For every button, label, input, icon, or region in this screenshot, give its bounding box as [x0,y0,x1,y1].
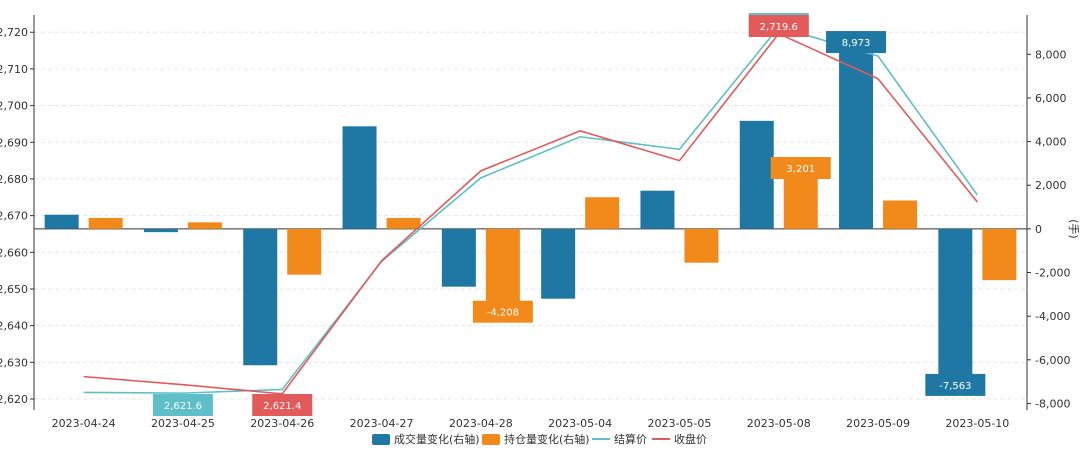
bar-open-interest-change [287,228,322,275]
bar-volume-change [839,33,874,229]
bar-volume-change [44,214,79,229]
data-label: 8,973 [842,38,871,49]
right-axis-tick-label: 6,000 [1035,92,1067,105]
left-axis-tick-label: 2,650 [0,283,28,296]
data-labels: 2,621.62,621.42,721.42,719.6-4,2083,2018… [152,13,986,416]
bar-open-interest-change [386,217,421,229]
left-axis-tick-label: 2,710 [0,63,28,76]
right-axis-tick-label: -8,000 [1035,397,1070,410]
bar-volume-change [342,126,377,229]
data-label-box [152,394,213,416]
bar-volume-change [143,228,178,233]
data-label: 2,621.6 [164,401,202,412]
x-axis-tick-label: 2023-05-04 [548,417,612,430]
right-axis-tick-label: -2,000 [1035,267,1070,280]
data-label-box [826,31,887,54]
bar-volume-change [739,120,774,229]
legend-swatch [482,434,500,445]
bar-open-interest-change [88,217,123,229]
right-axis-tick-label: -4,000 [1035,310,1070,323]
x-axis-tick-label: 2023-05-09 [846,417,910,430]
left-axis-tick-label: 2,680 [0,173,28,186]
left-axis-tick-label: 2,720 [0,26,28,39]
data-label-box [252,394,313,416]
right-axis-tick-label: 0 [1035,223,1042,236]
closing-price-line [83,32,978,395]
x-axis-tick-label: 2023-05-08 [747,417,811,430]
data-label-box [472,300,533,323]
data-label-box [925,373,986,396]
left-axis-tick-label: 2,670 [0,210,28,223]
left-axis-tick-label: 2,630 [0,356,28,369]
x-axis-tick-label: 2023-04-28 [449,417,513,430]
legend-swatch [372,434,390,445]
data-label: 2,621.4 [263,401,301,412]
bar-volume-change [938,228,973,394]
data-label: -7,563 [939,381,971,392]
x-axis-tick-label: 2023-05-10 [945,417,1009,430]
grid-lines [34,31,1027,400]
left-axis-tick-label: 2,690 [0,136,28,149]
data-label: 2,719.6 [760,22,798,33]
bar-volume-change [541,228,576,299]
bar-open-interest-change [684,228,719,263]
data-label-box [748,15,809,37]
bar-open-interest-change [585,197,620,229]
bar-volume-change [441,228,476,287]
right-axis-tick-label: 2,000 [1035,179,1067,192]
bar-series [44,33,1017,394]
legend-label: 持仓量变化(右轴) [504,432,590,446]
x-axis-tick-label: 2023-04-26 [250,417,314,430]
x-axis-tick-label: 2023-04-24 [52,417,116,430]
data-label: 3,201 [786,164,815,175]
axes: 2,620 2,630 2,640 2,650 2,660 2,670 2,680 2,690… [0,15,1080,430]
data-label-box [770,157,831,180]
x-axis-tick-label: 2023-04-27 [350,417,414,430]
right-axis-tick-label: -6,000 [1035,354,1070,367]
data-label: -4,208 [487,308,519,319]
left-axis-tick-label: 2,620 [0,393,28,406]
legend-label: 结算价 [614,432,647,446]
bar-volume-change [243,228,278,366]
x-axis-tick-label: 2023-04-25 [151,417,215,430]
bar-volume-change [640,190,675,229]
legend: 成交量变化(右轴) 持仓量变化(右轴) 结算价 收盘价 [372,432,707,446]
left-axis-tick-label: 2,700 [0,100,28,113]
left-axis-tick-label: 2,640 [0,320,28,333]
x-axis-tick-label: 2023-05-05 [647,417,711,430]
right-axis-tick-label: 8,000 [1035,48,1067,61]
right-axis-unit-label: (手) [1067,219,1080,239]
right-axis-tick-label: 4,000 [1035,136,1067,149]
bar-open-interest-change [982,228,1017,281]
bar-open-interest-change [883,200,918,229]
left-axis-tick-label: 2,660 [0,246,28,259]
legend-label: 成交量变化(右轴) [394,432,480,446]
legend-label: 收盘价 [674,432,707,446]
bar-open-interest-change [187,222,222,229]
